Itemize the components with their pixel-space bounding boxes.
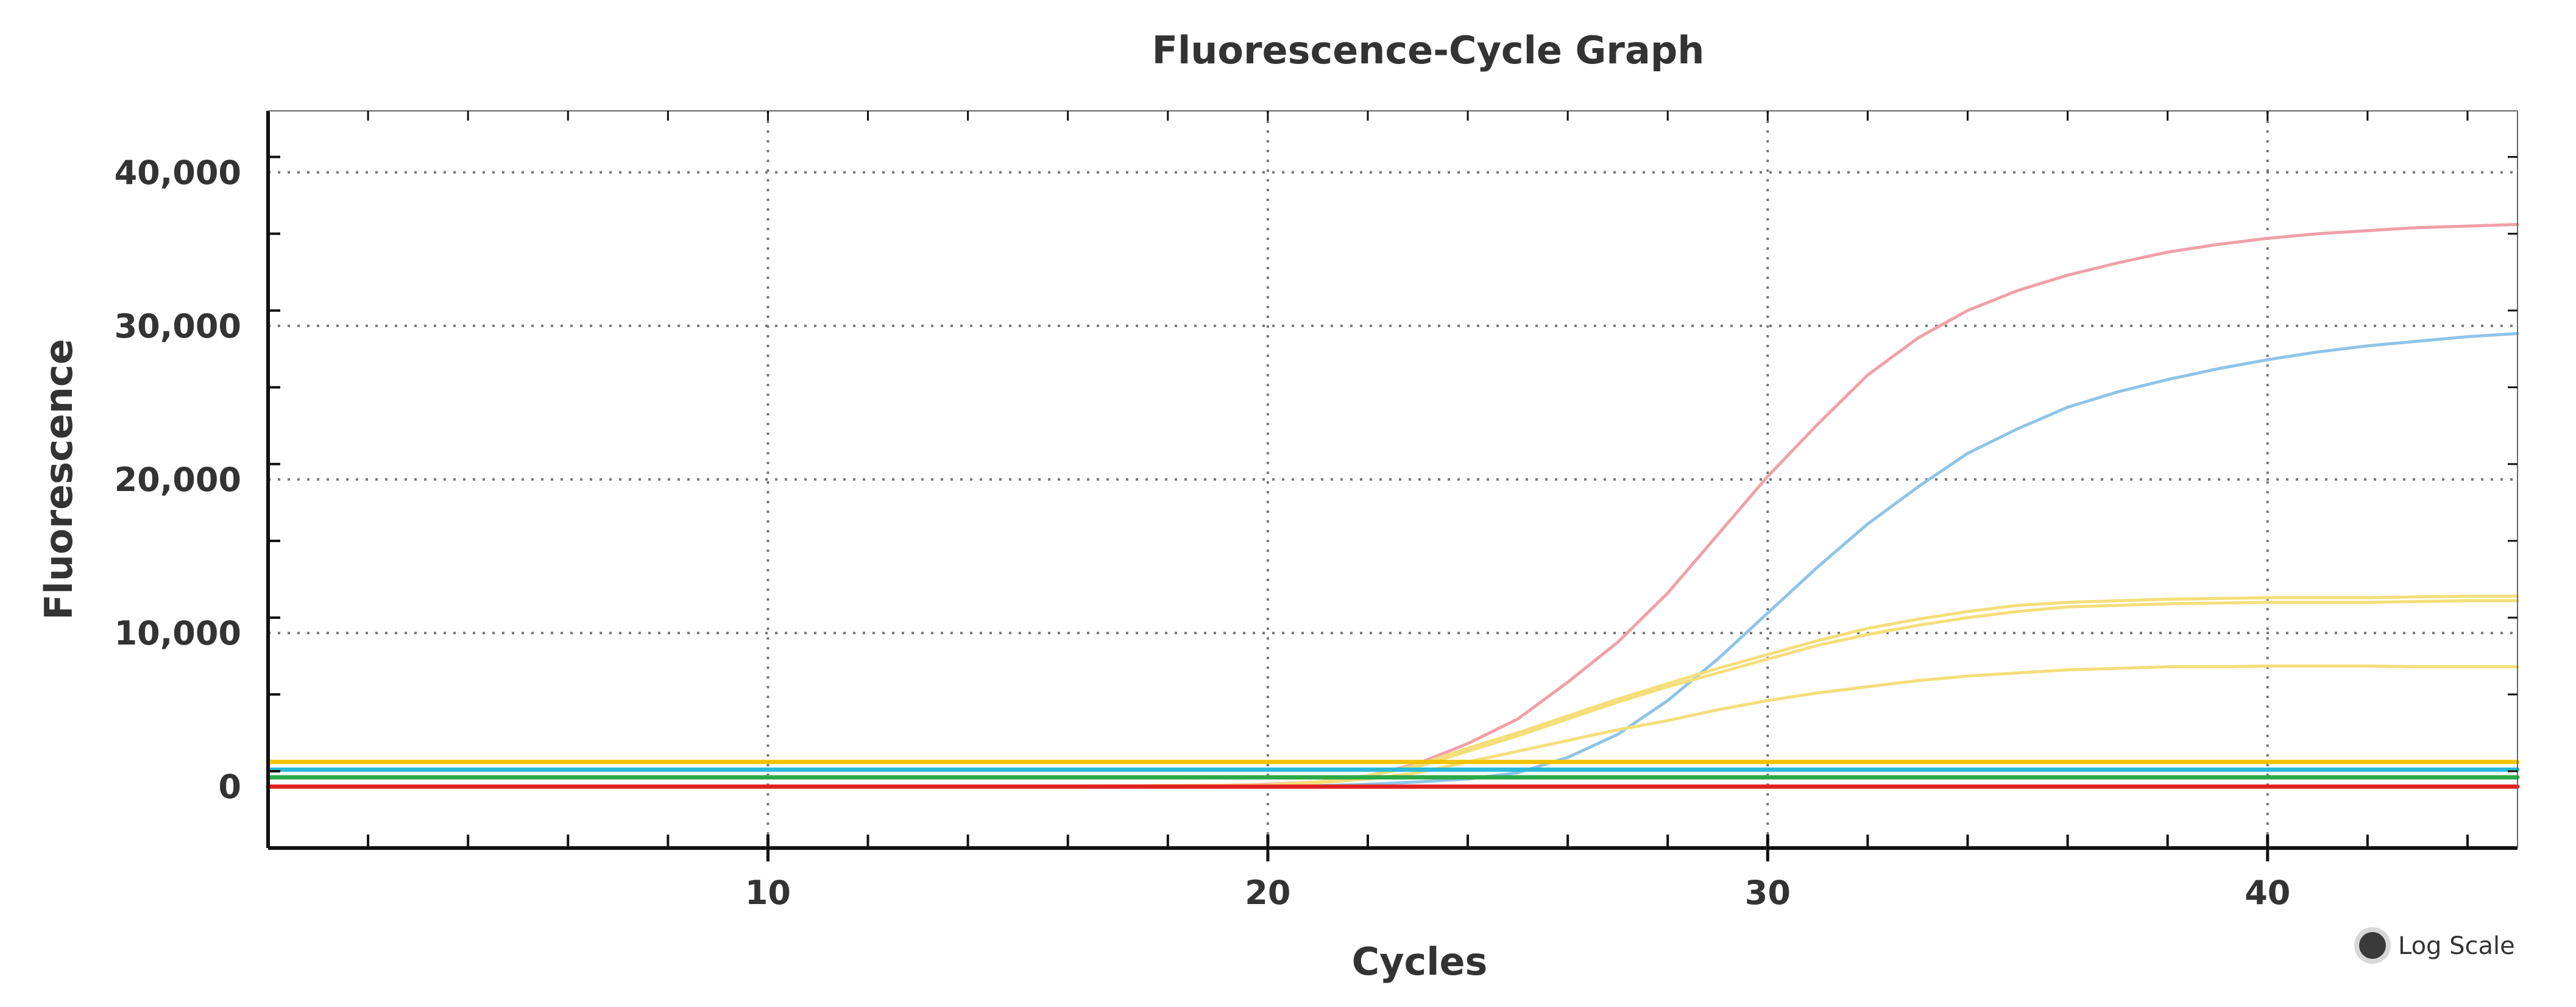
series-line-yellow-3 [316,664,2519,788]
x-axis-label: Cycles [1352,939,1488,984]
y-tick-label: 0 [218,768,241,806]
chart-title: Fluorescence-Cycle Graph [1152,28,1705,72]
tick-labels: 10 20 30 40 0 10,000 20,000 30,000 40,000 [115,154,2291,912]
log-scale-radio-inner-icon [2359,932,2386,959]
y-tick-label: 10,000 [115,614,241,652]
x-tick-label: 30 [1745,874,1791,912]
series-lines [266,223,2520,789]
tick-marks [268,111,2518,861]
x-tick-label: 40 [2245,874,2290,912]
x-tick-label: 10 [745,874,791,912]
plot-area [268,111,2518,848]
y-tick-label: 30,000 [115,307,241,345]
y-tick-label: 40,000 [115,154,241,192]
y-tick-label: 20,000 [115,461,241,499]
grid-lines [268,111,2518,848]
log-scale-label: Log Scale [2398,932,2515,960]
y-axis-label: Fluorescence [37,339,81,620]
x-tick-label: 20 [1245,874,1290,912]
log-scale-toggle[interactable]: Log Scale [2354,927,2515,964]
